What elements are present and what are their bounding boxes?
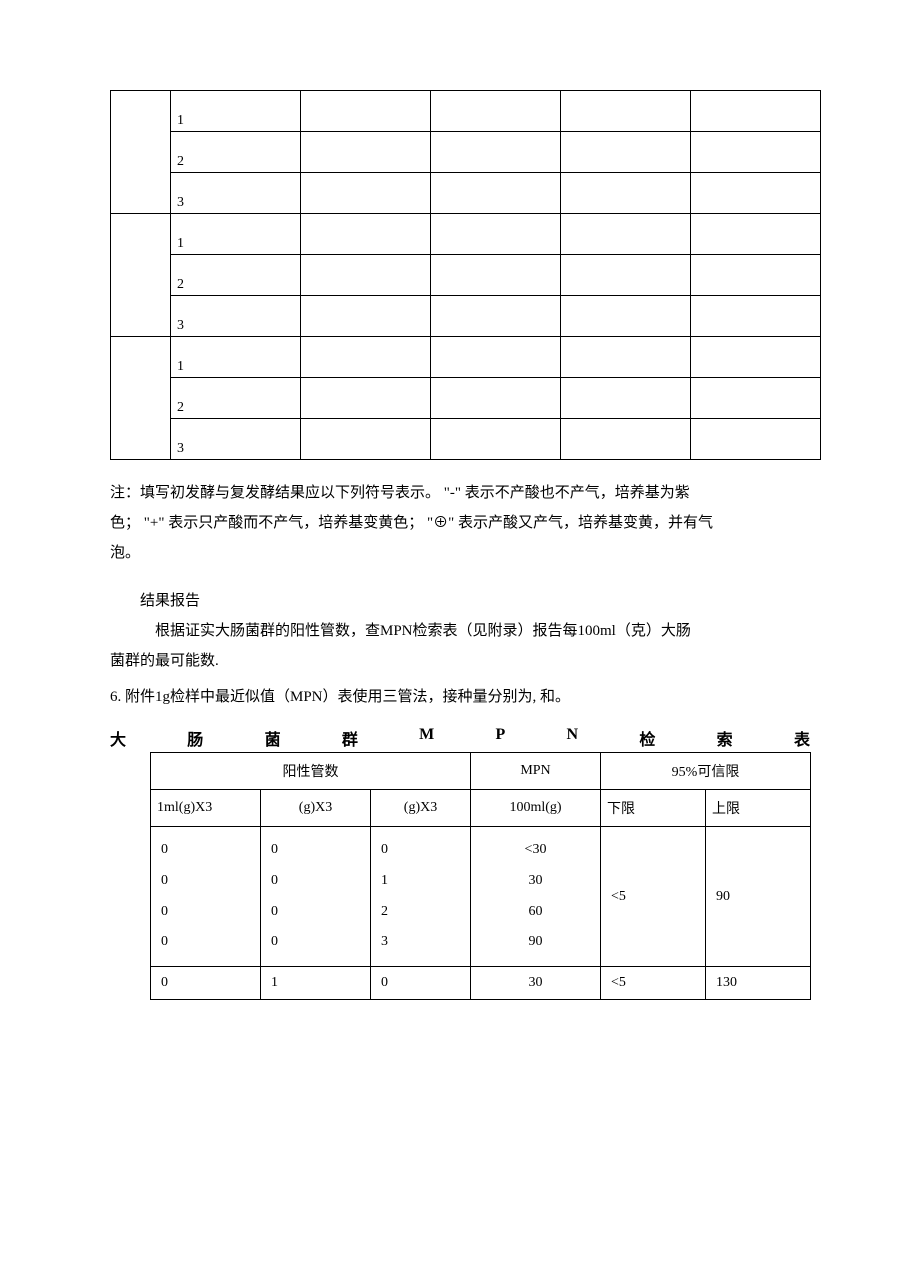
- tube-label: 1: [171, 337, 301, 378]
- col-subheader: (g)X3: [371, 790, 471, 827]
- col-header: 阳性管数: [151, 753, 471, 790]
- mpn-cell: <30 30 60 90: [471, 827, 601, 967]
- cell-val: 30: [477, 866, 594, 897]
- cell-val: 0: [271, 835, 364, 866]
- tube-label: 1: [171, 91, 301, 132]
- tube-label: 1: [171, 214, 301, 255]
- mpn-cell: 130: [706, 967, 811, 1000]
- tube-label: 3: [171, 296, 301, 337]
- note-line: 泡。: [110, 538, 810, 568]
- attachment-line: 6. 附件1g检样中最近似值（MPN）表使用三管法，接种量分别为, 和。: [110, 682, 810, 712]
- cell-val: 60: [477, 897, 594, 928]
- note-line: 注：填写初发酵与复发酵结果应以下列符号表示。 "-" 表示不产酸也不产气，培养基…: [110, 478, 810, 508]
- cell-val: 0: [161, 866, 254, 897]
- table-subheader-row: 1ml(g)X3 (g)X3 (g)X3 100ml(g) 下限 上限: [151, 790, 811, 827]
- cell-val: 0: [381, 835, 464, 866]
- mpn-cell: <5: [601, 827, 706, 967]
- cell-val: <30: [477, 835, 594, 866]
- col-subheader: 上限: [706, 790, 811, 827]
- mpn-cell: 0: [151, 967, 261, 1000]
- table-row: 1: [111, 337, 821, 378]
- mpn-cell: 0 0 0 0: [261, 827, 371, 967]
- col-subheader: 1ml(g)X3: [151, 790, 261, 827]
- report-body: 菌群的最可能数.: [110, 646, 810, 676]
- table-row: 3: [111, 173, 821, 214]
- table-header-row: 阳性管数 MPN 95%可信限: [151, 753, 811, 790]
- title-char: 索: [717, 726, 733, 750]
- title-char: N: [567, 726, 579, 750]
- mpn-cell: 90: [706, 827, 811, 967]
- table-row: 3: [111, 419, 821, 460]
- title-char: M: [419, 726, 434, 750]
- mpn-cell: 0 0 0 0: [151, 827, 261, 967]
- mpn-lookup-table: 阳性管数 MPN 95%可信限 1ml(g)X3 (g)X3 (g)X3 100…: [150, 752, 811, 1000]
- table-row: 0 0 0 0 0 0 0 0 0 1 2 3 <3: [151, 827, 811, 967]
- title-char: P: [496, 726, 506, 750]
- title-char: 菌: [265, 726, 281, 750]
- table-row: 2: [111, 132, 821, 173]
- col-header: 95%可信限: [601, 753, 811, 790]
- mpn-cell: 0 1 2 3: [371, 827, 471, 967]
- title-char: 群: [342, 726, 358, 750]
- table-row: 1: [111, 214, 821, 255]
- cell-val: 0: [161, 897, 254, 928]
- cell-val: 3: [381, 927, 464, 958]
- report-body: 根据证实大肠菌群的阳性管数，查MPN检索表（见附录）报告每100ml（克）大肠: [110, 616, 810, 646]
- cell-val: 0: [271, 897, 364, 928]
- cell-val: 1: [381, 866, 464, 897]
- col-subheader: 100ml(g): [471, 790, 601, 827]
- mpn-cell: 1: [261, 967, 371, 1000]
- col-subheader: 下限: [601, 790, 706, 827]
- cell-val: 90: [477, 927, 594, 958]
- cell-val: 0: [271, 927, 364, 958]
- mpn-cell: <5: [601, 967, 706, 1000]
- mpn-cell: 0: [371, 967, 471, 1000]
- title-char: 肠: [187, 726, 203, 750]
- title-char: 大: [110, 726, 126, 750]
- table-row: 0 1 0 30 <5 130: [151, 967, 811, 1000]
- title-char: 检: [639, 726, 655, 750]
- table-row: 2: [111, 378, 821, 419]
- mpn-cell: 30: [471, 967, 601, 1000]
- table-row: 2: [111, 255, 821, 296]
- tube-label: 3: [171, 419, 301, 460]
- fermentation-results-table: 1 2 3 1 2 3: [110, 90, 821, 460]
- col-header: MPN: [471, 753, 601, 790]
- cell-val: 0: [271, 866, 364, 897]
- cell-val: 2: [381, 897, 464, 928]
- report-heading: 结果报告: [110, 586, 810, 616]
- tube-label: 3: [171, 173, 301, 214]
- col-subheader: (g)X3: [261, 790, 371, 827]
- tube-label: 2: [171, 255, 301, 296]
- tube-label: 2: [171, 132, 301, 173]
- cell-val: 0: [161, 927, 254, 958]
- table-row: 3: [111, 296, 821, 337]
- title-char: 表: [794, 726, 810, 750]
- notes-paragraph: 注：填写初发酵与复发酵结果应以下列符号表示。 "-" 表示不产酸也不产气，培养基…: [110, 478, 810, 568]
- note-line: 色； "+" 表示只产酸而不产气，培养基变黄色； "⊕" 表示产酸又产气，培养基…: [110, 508, 810, 538]
- cell-val: 0: [161, 835, 254, 866]
- mpn-table-title: 大 肠 菌 群 M P N 检 索 表: [110, 726, 810, 750]
- tube-label: 2: [171, 378, 301, 419]
- table-row: 1: [111, 91, 821, 132]
